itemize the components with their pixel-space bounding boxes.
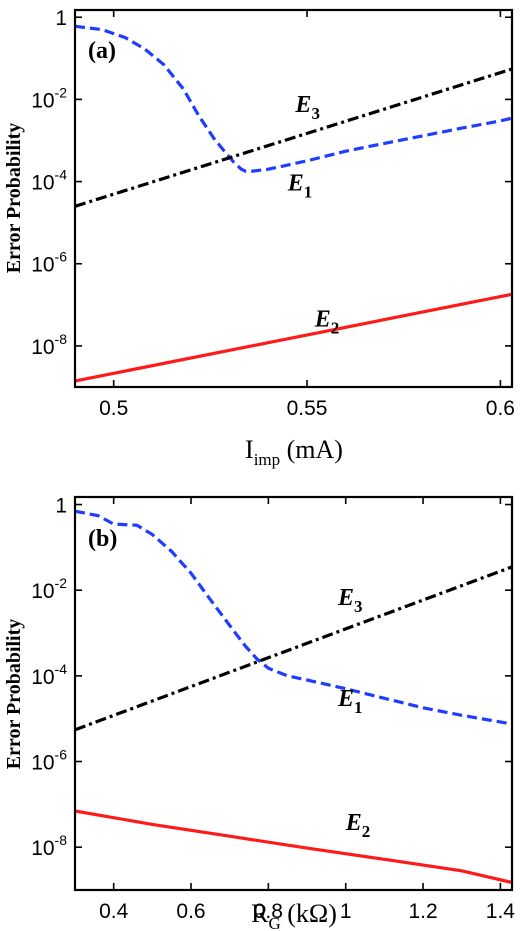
series-line-e3-a [75,67,512,208]
x-tick-label-a: 0.55 [287,397,328,420]
y-tick-label-b: 10-8 [31,832,67,860]
x-axis-label-sub-a: imp [254,450,280,469]
series-group-a [75,24,512,383]
plot-area-b [75,509,512,885]
y-tick-label-a: 10-2 [31,84,67,112]
series-group-b [75,509,512,885]
series-line-e1-a [75,24,512,173]
y-axis-label-b: Error Probability [3,619,25,770]
series-labels-a: E1 E2 E3 [287,92,340,338]
x-axis-label-b: RG (kΩ) [251,899,337,931]
y-tick-label-b: 1 [55,495,67,518]
panel-tag-a: (a) [88,38,116,64]
ticks-group-b: 0.4 0.6 0.8 1 1.2 1.4 10-8 10-6 10-4 10-2 1 [31,495,515,923]
series-label-e1-a: E1 [287,171,313,202]
x-tick-label-b: 1 [340,900,352,923]
series-labels-b: E1 E2 E3 [337,585,370,841]
axes-frame-a [73,8,514,389]
x-tick-label-a: 0.6 [486,397,515,420]
x-tick-label-b: 1.2 [408,900,437,923]
x-axis-label-a: Iimp (mA) [245,435,343,469]
y-tick-label-b: 10-6 [31,747,67,775]
x-axis-label-main-b: R [251,899,269,928]
series-label-e1-b: E1 [337,686,363,717]
y-tick-label-a: 10-4 [31,167,67,195]
x-tick-label-b: 1.4 [486,900,516,923]
x-tick-label-b: 0.6 [176,900,205,923]
series-line-e2-a [75,292,512,383]
x-axis-label-sub-b: G [268,914,280,931]
y-tick-label-b: 10-2 [31,575,67,603]
chart-panel-a: 0.5 0.55 0.6 10-8 10-6 10-4 10-2 1 E1 E2 E3 (a) E… [3,7,515,469]
x-axis-label-unit-b: (kΩ) [281,899,337,928]
plot-area-a [75,24,512,383]
x-axis-label-unit-a: (mA) [280,435,343,464]
series-line-e1-b [75,509,512,726]
ticks-group-a: 0.5 0.55 0.6 10-8 10-6 10-4 10-2 1 [31,7,515,420]
series-label-e3-b: E3 [337,585,363,616]
y-tick-label-a: 1 [55,7,67,30]
series-label-e2-b: E2 [345,810,371,841]
x-tick-label-b: 0.8 [254,900,283,923]
y-tick-label-a: 10-8 [31,331,67,359]
series-label-e2-a: E2 [314,306,340,337]
series-line-e2-b [75,809,512,885]
series-label-e3-a: E3 [294,92,320,123]
y-axis-label-a: Error Probability [3,123,25,274]
x-tick-label-a: 0.5 [99,397,128,420]
chart-panel-b: 0.4 0.6 0.8 1 1.2 1.4 10-8 10-6 10-4 10-2 1 E1 E2 E3… [3,495,515,931]
y-tick-label-b: 10-4 [31,661,67,689]
y-tick-label-a: 10-6 [31,249,67,277]
x-tick-label-b: 0.4 [99,900,129,923]
axes-frame-b [73,495,514,892]
x-axis-label-main-a: I [245,435,254,464]
panel-tag-b: (b) [88,526,117,552]
